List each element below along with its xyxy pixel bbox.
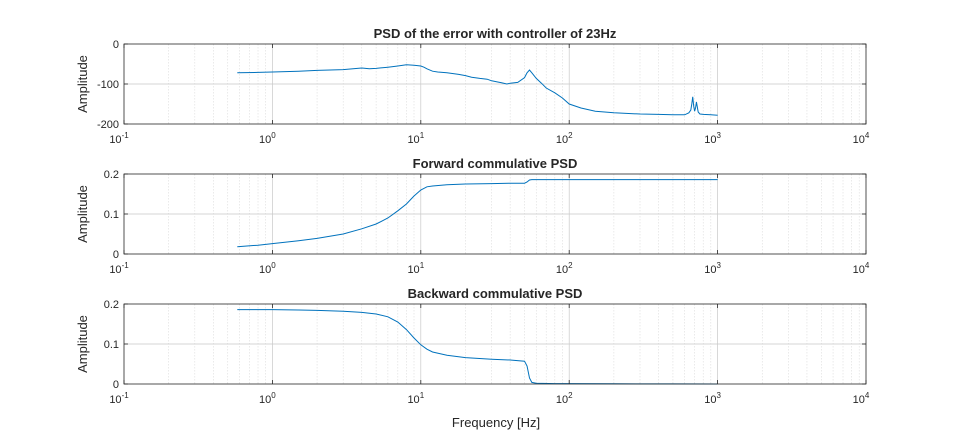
x-tick-exponent: 0 <box>271 131 276 140</box>
x-tick-exponent: 4 <box>865 391 870 400</box>
y-tick-label: 0.2 <box>104 169 119 181</box>
y-tick-label: 0.1 <box>104 209 119 221</box>
x-tick-exponent: 1 <box>420 131 425 140</box>
x-tick-exponent: 3 <box>716 391 721 400</box>
x-tick-exponent: 2 <box>568 391 573 400</box>
x-tick-exponent: 2 <box>568 261 573 270</box>
x-tick-exponent: 2 <box>568 131 573 140</box>
x-tick-exponent: 0 <box>271 391 276 400</box>
x-tick-exponent: 3 <box>716 131 721 140</box>
axes-ylabel: Amplitude <box>75 185 90 243</box>
y-tick-label: -100 <box>97 79 119 91</box>
y-tick-label: 0.2 <box>104 299 119 311</box>
x-tick-exponent: 1 <box>420 261 425 270</box>
series-line <box>237 309 718 385</box>
axes-title: PSD of the error with controller of 23Hz <box>374 26 617 41</box>
x-tick-exponent: 0 <box>271 261 276 270</box>
axes-ylabel: Amplitude <box>75 315 90 373</box>
series-line <box>237 64 718 116</box>
x-tick-exponent: 3 <box>716 261 721 270</box>
y-tick-label: 0 <box>113 249 119 261</box>
x-tick-exponent: -1 <box>122 261 130 270</box>
x-tick-exponent: 1 <box>420 391 425 400</box>
y-tick-label: 0 <box>113 39 119 51</box>
x-tick-exponent: 4 <box>865 131 870 140</box>
figure-xlabel: Frequency [Hz] <box>452 415 540 430</box>
axes-title: Backward commulative PSD <box>408 286 583 301</box>
axes-title: Forward commulative PSD <box>413 156 578 171</box>
y-tick-label: 0 <box>113 379 119 391</box>
y-tick-label: 0.1 <box>104 339 119 351</box>
y-tick-label: -200 <box>97 119 119 131</box>
x-tick-exponent: -1 <box>122 391 130 400</box>
series-line <box>237 179 718 248</box>
x-tick-exponent: -1 <box>122 131 130 140</box>
axes-ylabel: Amplitude <box>75 55 90 113</box>
x-tick-exponent: 4 <box>865 261 870 270</box>
